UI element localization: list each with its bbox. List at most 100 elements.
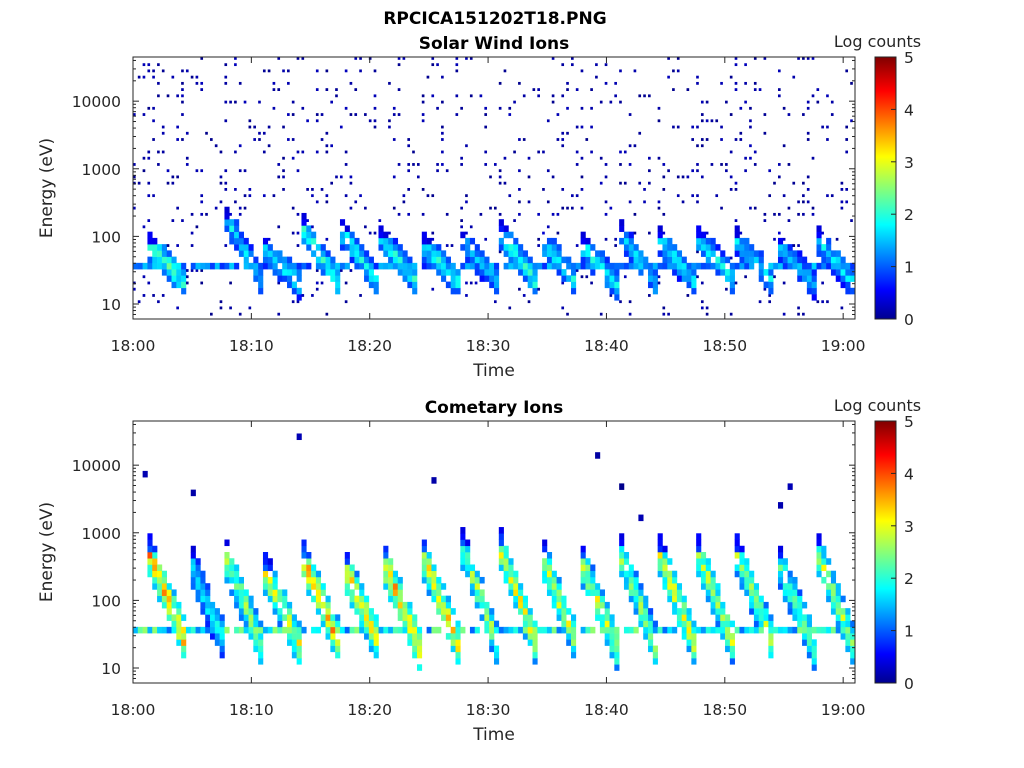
spectrogram-cell bbox=[753, 250, 760, 257]
spectrogram-cell bbox=[710, 626, 716, 634]
spectrogram-cell bbox=[441, 150, 444, 154]
spectrogram-cell bbox=[729, 312, 733, 316]
y-tick-label: 100 bbox=[91, 228, 121, 246]
spectrogram-cell bbox=[821, 564, 827, 572]
spectrogram-cell bbox=[628, 300, 632, 304]
spectrogram-cell bbox=[315, 595, 322, 603]
spectrogram-cell bbox=[166, 595, 172, 603]
spectrogram-cell bbox=[421, 256, 427, 264]
spectrogram-cell bbox=[407, 601, 413, 609]
spectrogram-cell bbox=[426, 237, 432, 245]
spectrogram-cell bbox=[840, 633, 846, 640]
spectrogram-cell bbox=[643, 608, 649, 615]
spectrogram-cell bbox=[291, 651, 297, 659]
spectrogram-cell bbox=[388, 558, 394, 565]
spectrogram-cell bbox=[291, 269, 297, 276]
spectrogram-cell bbox=[407, 620, 413, 628]
spectrogram-cell bbox=[359, 294, 362, 297]
spectrogram-cell bbox=[739, 564, 745, 572]
spectrogram-cell bbox=[725, 639, 731, 646]
y-tick-label: 100 bbox=[91, 592, 121, 610]
spectrogram-cell bbox=[185, 131, 189, 135]
spectrogram-cell bbox=[383, 244, 389, 251]
spectrogram-cell bbox=[734, 545, 740, 553]
spectrogram-cell bbox=[850, 620, 856, 628]
spectrogram-cell bbox=[686, 294, 690, 297]
spectrogram-cell bbox=[657, 200, 661, 204]
spectrogram-cell bbox=[585, 564, 591, 572]
spectrogram-cell bbox=[152, 119, 155, 123]
spectrogram-cell bbox=[595, 583, 601, 590]
spectrogram-cell bbox=[667, 583, 673, 590]
spectrogram-cell bbox=[277, 163, 281, 166]
spectrogram-cell bbox=[802, 194, 805, 198]
spectrogram-cell bbox=[753, 601, 760, 609]
spectrogram-cell bbox=[383, 237, 389, 245]
spectrogram-cell bbox=[816, 539, 822, 547]
spectrogram-cell bbox=[205, 262, 211, 270]
spectrogram-cell bbox=[392, 570, 399, 578]
spectrogram-cell bbox=[830, 583, 837, 590]
spectrogram-cell bbox=[441, 269, 447, 276]
spectrogram-cell bbox=[407, 144, 411, 148]
spectrogram-cell bbox=[777, 244, 784, 251]
spectrogram-cell bbox=[652, 262, 658, 270]
spectrogram-cell bbox=[725, 620, 731, 628]
spectrogram-cell bbox=[287, 620, 293, 628]
x-tick-label: 18:40 bbox=[584, 337, 629, 355]
spectrogram-cell bbox=[479, 256, 485, 264]
spectrogram-cell bbox=[474, 256, 480, 264]
spectrogram-cell bbox=[450, 626, 456, 634]
colorbar-tick-label: 3 bbox=[904, 154, 914, 172]
spectrogram-cell bbox=[676, 57, 680, 60]
spectrogram-cell bbox=[267, 564, 273, 572]
spectrogram-cell bbox=[648, 231, 651, 235]
spectrogram-cell bbox=[614, 651, 620, 659]
spectrogram-cell bbox=[585, 626, 591, 634]
spectrogram-cell bbox=[195, 81, 199, 85]
spectrogram-cell bbox=[590, 150, 593, 154]
spectrogram-cell bbox=[652, 620, 658, 628]
spectrogram-cell bbox=[840, 206, 844, 210]
spectrogram-cell bbox=[537, 626, 543, 634]
spectrogram-cell bbox=[359, 626, 365, 634]
spectrogram-cell bbox=[402, 275, 408, 282]
spectrogram-cell bbox=[700, 237, 707, 245]
spectrogram-cell bbox=[210, 633, 216, 640]
spectrogram-cell bbox=[441, 601, 447, 609]
spectrogram-cell bbox=[272, 269, 278, 276]
spectrogram-cell bbox=[667, 570, 673, 578]
spectrogram-cell bbox=[840, 269, 846, 276]
spectrogram-cell bbox=[243, 169, 247, 173]
spectrogram-cell bbox=[749, 595, 755, 603]
spectrogram-cell bbox=[388, 595, 394, 603]
spectrogram-cell bbox=[133, 206, 136, 210]
spectrogram-cell bbox=[595, 256, 601, 264]
spectrogram-cell bbox=[306, 188, 309, 191]
spectrogram-cell bbox=[826, 94, 829, 98]
spectrogram-cell bbox=[344, 244, 350, 251]
spectrogram-cell bbox=[344, 564, 350, 572]
colorbar-tick-label: 4 bbox=[904, 101, 914, 119]
spectrogram-cell bbox=[715, 620, 721, 628]
spectrogram-cell bbox=[190, 545, 196, 553]
spectrogram-cell bbox=[344, 583, 350, 590]
spectrogram-cell bbox=[551, 244, 557, 251]
spectrogram-cell bbox=[691, 169, 694, 173]
spectrogram-cell bbox=[744, 558, 750, 565]
spectrogram-cell bbox=[691, 287, 697, 295]
spectrogram-cell bbox=[638, 595, 644, 603]
spectrogram-cell bbox=[826, 250, 832, 257]
spectrogram-cell bbox=[181, 81, 184, 85]
spectrogram-cell bbox=[311, 194, 314, 198]
spectrogram-cell bbox=[672, 570, 678, 578]
spectrogram-cell bbox=[253, 620, 259, 628]
spectrogram-cell bbox=[623, 583, 630, 590]
spectrogram-cell bbox=[325, 269, 331, 276]
spectrogram-cell bbox=[349, 601, 355, 609]
spectrogram-cell bbox=[306, 225, 312, 232]
spectrogram-cell bbox=[623, 275, 627, 279]
spectrogram-cell bbox=[508, 256, 514, 264]
spectrogram-cell bbox=[315, 589, 322, 596]
spectrogram-cell bbox=[556, 138, 560, 141]
